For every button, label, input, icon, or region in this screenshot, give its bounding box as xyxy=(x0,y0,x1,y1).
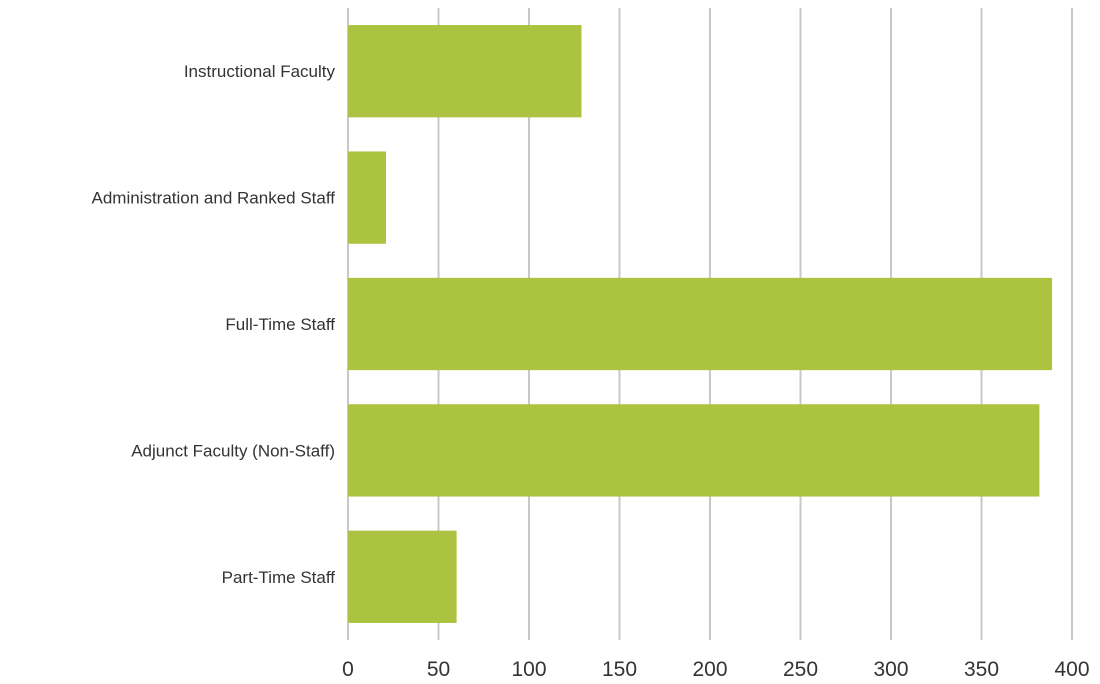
x-tick-labels: 0 50 100 150 200 250 300 350 400 xyxy=(342,658,1089,681)
x-tick-label: 400 xyxy=(1054,658,1089,681)
category-label: Administration and Ranked Staff xyxy=(92,189,336,208)
category-label: Adjunct Faculty (Non-Staff) xyxy=(131,441,335,460)
category-label: Part-Time Staff xyxy=(222,568,336,587)
category-labels: Instructional Faculty Administration and … xyxy=(92,62,336,587)
category-label: Full-Time Staff xyxy=(225,315,335,334)
x-tick-label: 50 xyxy=(427,658,450,681)
x-tick-label: 350 xyxy=(964,658,999,681)
bar-adjunct-faculty-non-staff xyxy=(348,404,1040,497)
bar-full-time-staff xyxy=(348,277,1053,371)
x-tick-label: 150 xyxy=(602,658,637,681)
x-tick-label: 100 xyxy=(511,658,546,681)
x-tick-label: 200 xyxy=(692,658,727,681)
x-tick-label: 0 xyxy=(342,658,354,681)
x-tick-label: 300 xyxy=(873,658,908,681)
bar-administration-and-ranked-staff xyxy=(348,151,387,244)
category-label: Instructional Faculty xyxy=(184,62,336,81)
bars xyxy=(348,25,1053,623)
x-tick-label: 250 xyxy=(783,658,818,681)
bar-instructional-faculty xyxy=(348,25,582,118)
bar-part-time-staff xyxy=(348,530,457,623)
